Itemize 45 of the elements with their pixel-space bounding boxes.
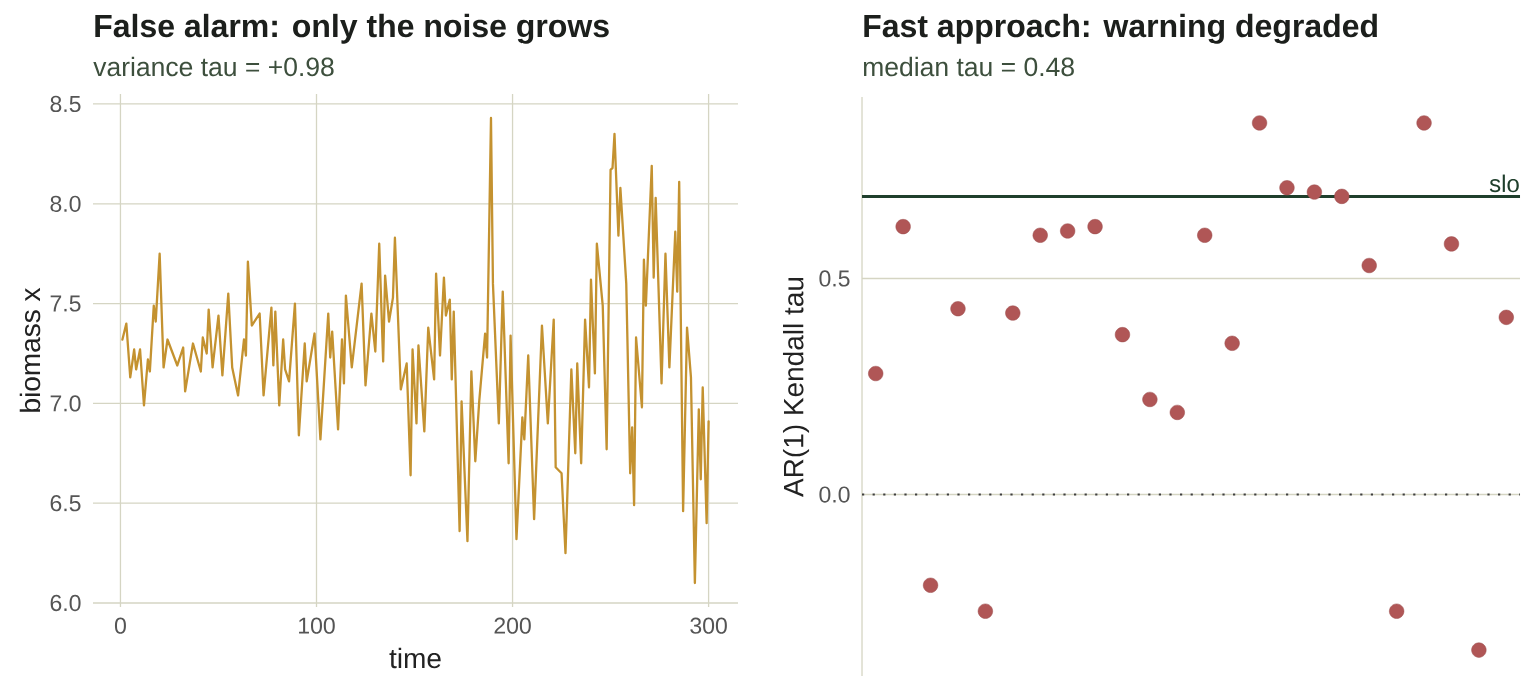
point [977,603,993,619]
point [868,365,884,382]
point [1498,309,1514,325]
point [1197,227,1213,243]
point [1361,257,1377,274]
x-tick-label: 200 [494,617,531,634]
point [1142,391,1158,408]
ref-line-label: slo [1489,174,1519,193]
x-tick-label: 0 [114,617,126,634]
x-tick-label: 100 [299,617,335,634]
point [923,577,939,593]
chart-subtitle: variance tau = +0.98 [93,56,334,77]
point [950,301,966,317]
point [1306,184,1322,200]
point [1224,335,1240,351]
point [1443,236,1460,252]
y-axis-title: biomass x [19,287,41,412]
point [1169,404,1185,420]
point [1471,642,1487,658]
y-tick-label: 7.0 [50,395,81,412]
point [1114,327,1131,343]
point [1416,115,1432,131]
y-tick-label: 6.0 [50,594,81,612]
point [1032,227,1048,243]
x-axis-title: time [389,647,441,669]
point [1005,305,1021,321]
x-tick-label: 300 [690,617,727,634]
y-tick-label: 0.0 [819,486,850,503]
point [1087,219,1103,235]
y-tick-label: 6.5 [50,495,81,512]
point [1279,180,1295,196]
chart-title: Fast approach: warning degraded [864,13,1377,44]
y-axis-title: AR(1) Kendall tau [782,277,810,497]
point [895,219,911,235]
point [1334,188,1350,204]
y-tick-label: 8.0 [50,195,81,212]
line-series [121,116,710,585]
point [1060,223,1076,239]
point [1389,603,1405,619]
point [1252,115,1268,131]
y-tick-label: 8.5 [50,95,81,113]
chart-title: False alarm: only the noise grows [95,13,609,44]
y-tick-label: 7.5 [50,295,81,312]
y-tick-label: 0.5 [819,270,850,287]
chart-subtitle: median tau = 0.48 [863,56,1074,77]
